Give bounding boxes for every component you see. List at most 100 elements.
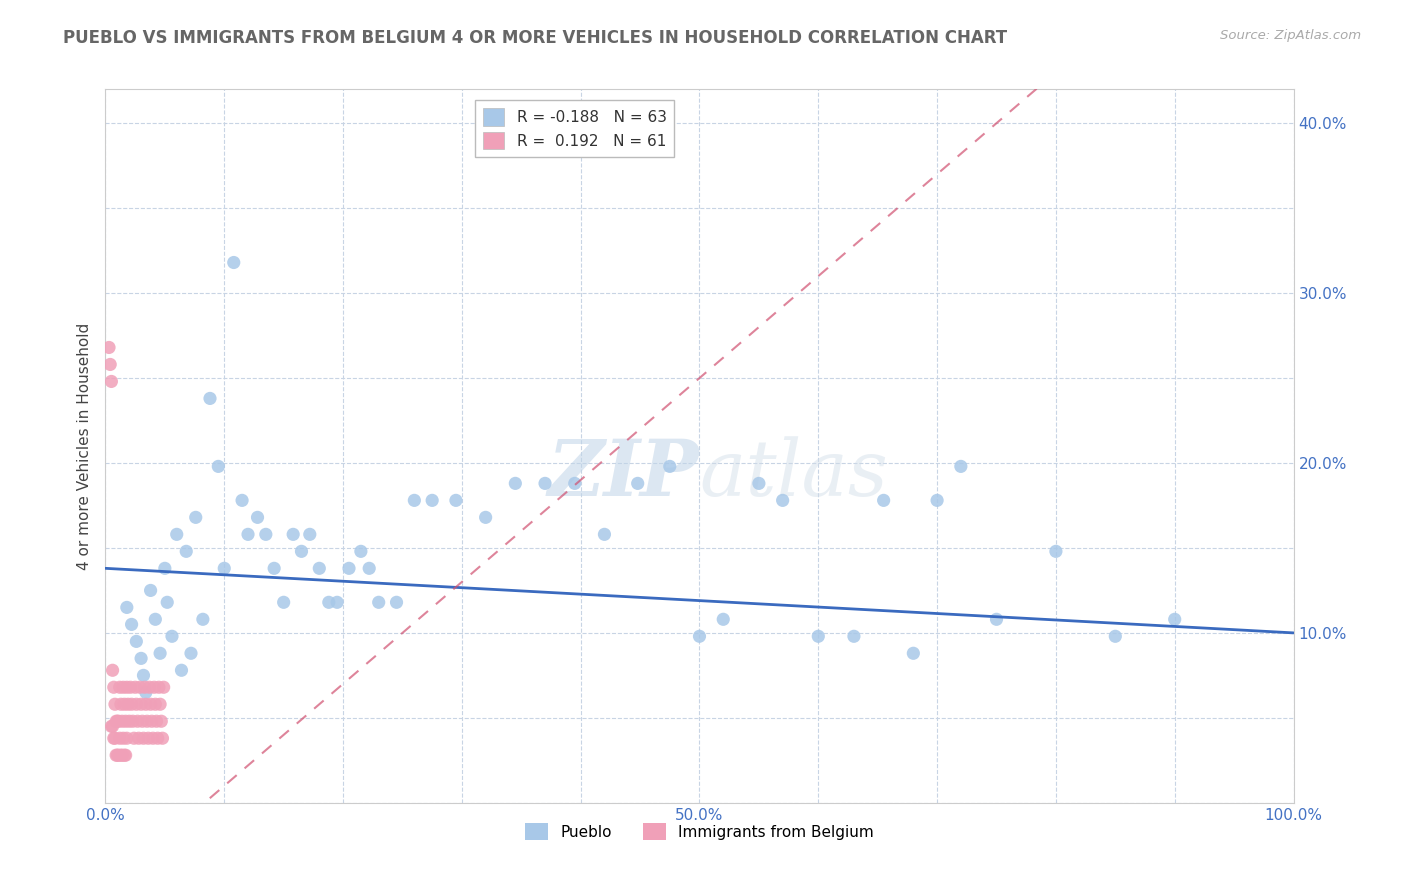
Point [114, 748, 136, 763]
Point [308, 561, 330, 575]
Point [98, 358, 121, 372]
Point [986, 612, 1008, 626]
Point [149, 698, 172, 712]
Point [141, 714, 163, 729]
Point [132, 731, 155, 746]
Point [98, 341, 121, 355]
Point [117, 698, 139, 712]
Point [120, 680, 142, 694]
Point [136, 731, 159, 746]
Point [420, 493, 443, 508]
Point [184, 510, 207, 524]
Point [214, 561, 236, 575]
Point [103, 680, 125, 694]
Point [949, 459, 972, 474]
Point [222, 255, 245, 269]
Point [148, 680, 170, 694]
Point [385, 595, 408, 609]
Point [180, 646, 202, 660]
Point [326, 595, 349, 609]
Point [143, 698, 166, 712]
Point [842, 629, 865, 643]
Y-axis label: 4 or more Vehicles in Household: 4 or more Vehicles in Household [77, 322, 93, 570]
Point [135, 685, 157, 699]
Point [367, 595, 389, 609]
Text: ZIP: ZIP [548, 436, 700, 513]
Point [318, 595, 340, 609]
Point [658, 459, 681, 474]
Point [236, 527, 259, 541]
Point [903, 646, 925, 660]
Point [104, 731, 127, 746]
Point [152, 731, 174, 746]
Point [129, 698, 152, 712]
Text: Source: ZipAtlas.com: Source: ZipAtlas.com [1220, 29, 1361, 42]
Point [593, 527, 616, 541]
Point [112, 731, 135, 746]
Point [263, 561, 285, 575]
Point [114, 698, 136, 712]
Point [564, 476, 586, 491]
Point [160, 629, 183, 643]
Point [127, 714, 149, 729]
Point [872, 493, 894, 508]
Point [139, 583, 162, 598]
Point [139, 698, 162, 712]
Point [125, 698, 148, 712]
Point [273, 595, 295, 609]
Point [115, 600, 138, 615]
Point [101, 663, 124, 677]
Legend: Pueblo, Immigrants from Belgium: Pueblo, Immigrants from Belgium [519, 817, 880, 847]
Point [146, 731, 169, 746]
Point [108, 731, 131, 746]
Point [110, 748, 132, 763]
Point [128, 731, 150, 746]
Point [350, 544, 373, 558]
Point [143, 680, 166, 694]
Point [254, 527, 277, 541]
Point [111, 748, 134, 763]
Point [114, 748, 136, 763]
Point [131, 714, 153, 729]
Point [105, 714, 128, 729]
Point [444, 493, 467, 508]
Point [118, 714, 141, 729]
Point [107, 714, 129, 729]
Point [105, 748, 128, 763]
Point [337, 561, 360, 575]
Point [103, 731, 125, 746]
Point [124, 680, 146, 694]
Point [100, 719, 122, 733]
Point [115, 680, 138, 694]
Point [748, 476, 770, 491]
Point [143, 612, 166, 626]
Point [129, 680, 152, 694]
Point [145, 714, 167, 729]
Point [149, 646, 172, 660]
Point [505, 476, 527, 491]
Point [198, 392, 221, 406]
Point [125, 634, 148, 648]
Point [135, 698, 157, 712]
Point [191, 612, 214, 626]
Point [111, 714, 134, 729]
Point [1164, 612, 1187, 626]
Point [174, 544, 197, 558]
Point [150, 714, 173, 729]
Point [807, 629, 830, 643]
Point [283, 527, 305, 541]
Text: PUEBLO VS IMMIGRANTS FROM BELGIUM 4 OR MORE VEHICLES IN HOUSEHOLD CORRELATION CH: PUEBLO VS IMMIGRANTS FROM BELGIUM 4 OR M… [63, 29, 1007, 46]
Point [290, 544, 312, 558]
Point [689, 629, 711, 643]
Point [122, 731, 145, 746]
Point [925, 493, 948, 508]
Point [105, 714, 128, 729]
Point [1045, 544, 1067, 558]
Point [231, 493, 253, 508]
Point [170, 663, 193, 677]
Text: atlas: atlas [700, 436, 889, 513]
Point [108, 680, 131, 694]
Point [105, 748, 128, 763]
Point [404, 493, 426, 508]
Point [152, 680, 174, 694]
